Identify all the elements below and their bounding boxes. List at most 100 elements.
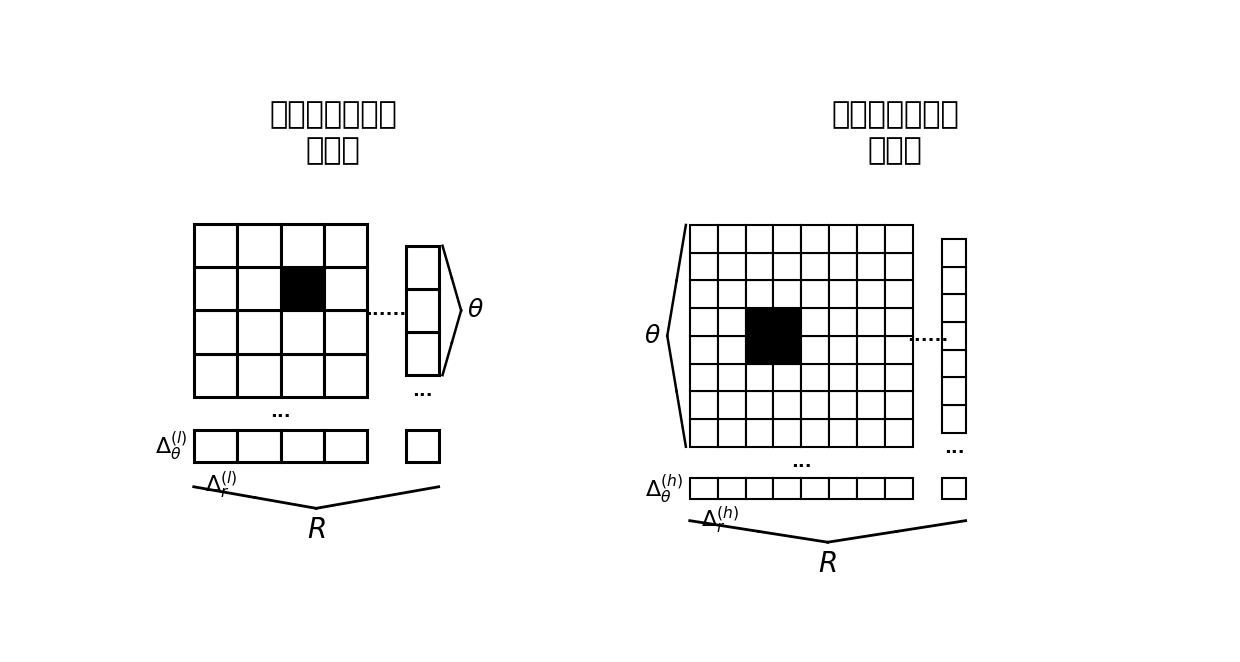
Bar bbox=[689, 363, 718, 391]
Bar bbox=[745, 363, 774, 391]
Bar bbox=[774, 281, 801, 308]
Bar bbox=[689, 253, 718, 281]
Bar bbox=[718, 225, 745, 253]
Bar bbox=[801, 308, 830, 336]
Bar bbox=[774, 308, 801, 336]
Text: 测空间: 测空间 bbox=[868, 136, 923, 166]
Bar bbox=[745, 336, 774, 363]
Bar bbox=[857, 477, 885, 499]
Bar bbox=[689, 308, 718, 336]
Text: ...: ... bbox=[270, 403, 291, 421]
Bar bbox=[942, 295, 966, 322]
Bar bbox=[407, 246, 439, 289]
Bar bbox=[745, 308, 774, 336]
Bar bbox=[689, 225, 718, 253]
Bar bbox=[745, 225, 774, 253]
Bar bbox=[801, 419, 830, 447]
Text: ...: ... bbox=[791, 453, 812, 471]
Bar bbox=[885, 308, 913, 336]
Bar bbox=[718, 281, 745, 308]
Bar bbox=[193, 310, 237, 354]
Bar bbox=[718, 363, 745, 391]
Bar bbox=[830, 391, 857, 419]
Text: ...: ... bbox=[944, 440, 965, 457]
Bar bbox=[280, 224, 324, 267]
Bar bbox=[193, 430, 237, 462]
Text: ......: ...... bbox=[366, 301, 407, 320]
Bar bbox=[407, 332, 439, 375]
Bar bbox=[774, 225, 801, 253]
Bar bbox=[857, 225, 885, 253]
Bar bbox=[745, 281, 774, 308]
Bar bbox=[801, 336, 830, 363]
Bar bbox=[280, 430, 324, 462]
Bar bbox=[745, 477, 774, 499]
Text: $\Delta_\theta^{(h)}$: $\Delta_\theta^{(h)}$ bbox=[646, 472, 683, 504]
Bar bbox=[237, 224, 280, 267]
Text: $R$: $R$ bbox=[306, 516, 326, 544]
Bar bbox=[942, 405, 966, 433]
Bar bbox=[857, 253, 885, 281]
Bar bbox=[774, 253, 801, 281]
Bar bbox=[885, 419, 913, 447]
Bar bbox=[774, 363, 801, 391]
Bar bbox=[324, 267, 367, 310]
Bar bbox=[718, 308, 745, 336]
Text: $R$: $R$ bbox=[818, 550, 837, 578]
Bar bbox=[718, 253, 745, 281]
Bar bbox=[801, 253, 830, 281]
Bar bbox=[830, 225, 857, 253]
Bar bbox=[942, 267, 966, 295]
Bar bbox=[689, 281, 718, 308]
Bar bbox=[407, 430, 439, 462]
Bar bbox=[857, 363, 885, 391]
Bar bbox=[718, 477, 745, 499]
Bar bbox=[718, 391, 745, 419]
Bar bbox=[324, 224, 367, 267]
Bar bbox=[745, 419, 774, 447]
Bar bbox=[237, 267, 280, 310]
Text: 低分辨率雷达量: 低分辨率雷达量 bbox=[269, 100, 397, 129]
Bar bbox=[745, 391, 774, 419]
Bar bbox=[885, 253, 913, 281]
Bar bbox=[280, 354, 324, 397]
Bar bbox=[885, 363, 913, 391]
Bar bbox=[237, 430, 280, 462]
Bar bbox=[324, 430, 367, 462]
Text: ...: ... bbox=[412, 381, 433, 400]
Bar bbox=[830, 281, 857, 308]
Bar bbox=[885, 391, 913, 419]
Bar bbox=[801, 363, 830, 391]
Bar bbox=[801, 391, 830, 419]
Bar bbox=[830, 419, 857, 447]
Bar bbox=[857, 391, 885, 419]
Bar bbox=[689, 336, 718, 363]
Bar bbox=[689, 391, 718, 419]
Bar bbox=[857, 419, 885, 447]
Bar bbox=[774, 336, 801, 363]
Bar bbox=[689, 419, 718, 447]
Bar bbox=[830, 308, 857, 336]
Bar bbox=[830, 477, 857, 499]
Bar bbox=[193, 354, 237, 397]
Bar bbox=[193, 267, 237, 310]
Bar bbox=[942, 377, 966, 405]
Text: $\theta$: $\theta$ bbox=[645, 324, 661, 348]
Bar bbox=[237, 354, 280, 397]
Bar bbox=[830, 253, 857, 281]
Bar bbox=[885, 225, 913, 253]
Text: ......: ...... bbox=[906, 327, 949, 345]
Text: $\theta$: $\theta$ bbox=[467, 299, 484, 322]
Bar bbox=[280, 310, 324, 354]
Bar bbox=[830, 363, 857, 391]
Bar bbox=[774, 477, 801, 499]
Bar bbox=[718, 336, 745, 363]
Bar bbox=[324, 310, 367, 354]
Bar bbox=[801, 477, 830, 499]
Bar bbox=[942, 350, 966, 377]
Bar bbox=[942, 477, 966, 499]
Bar bbox=[857, 281, 885, 308]
Bar bbox=[942, 239, 966, 267]
Bar bbox=[774, 391, 801, 419]
Bar bbox=[857, 336, 885, 363]
